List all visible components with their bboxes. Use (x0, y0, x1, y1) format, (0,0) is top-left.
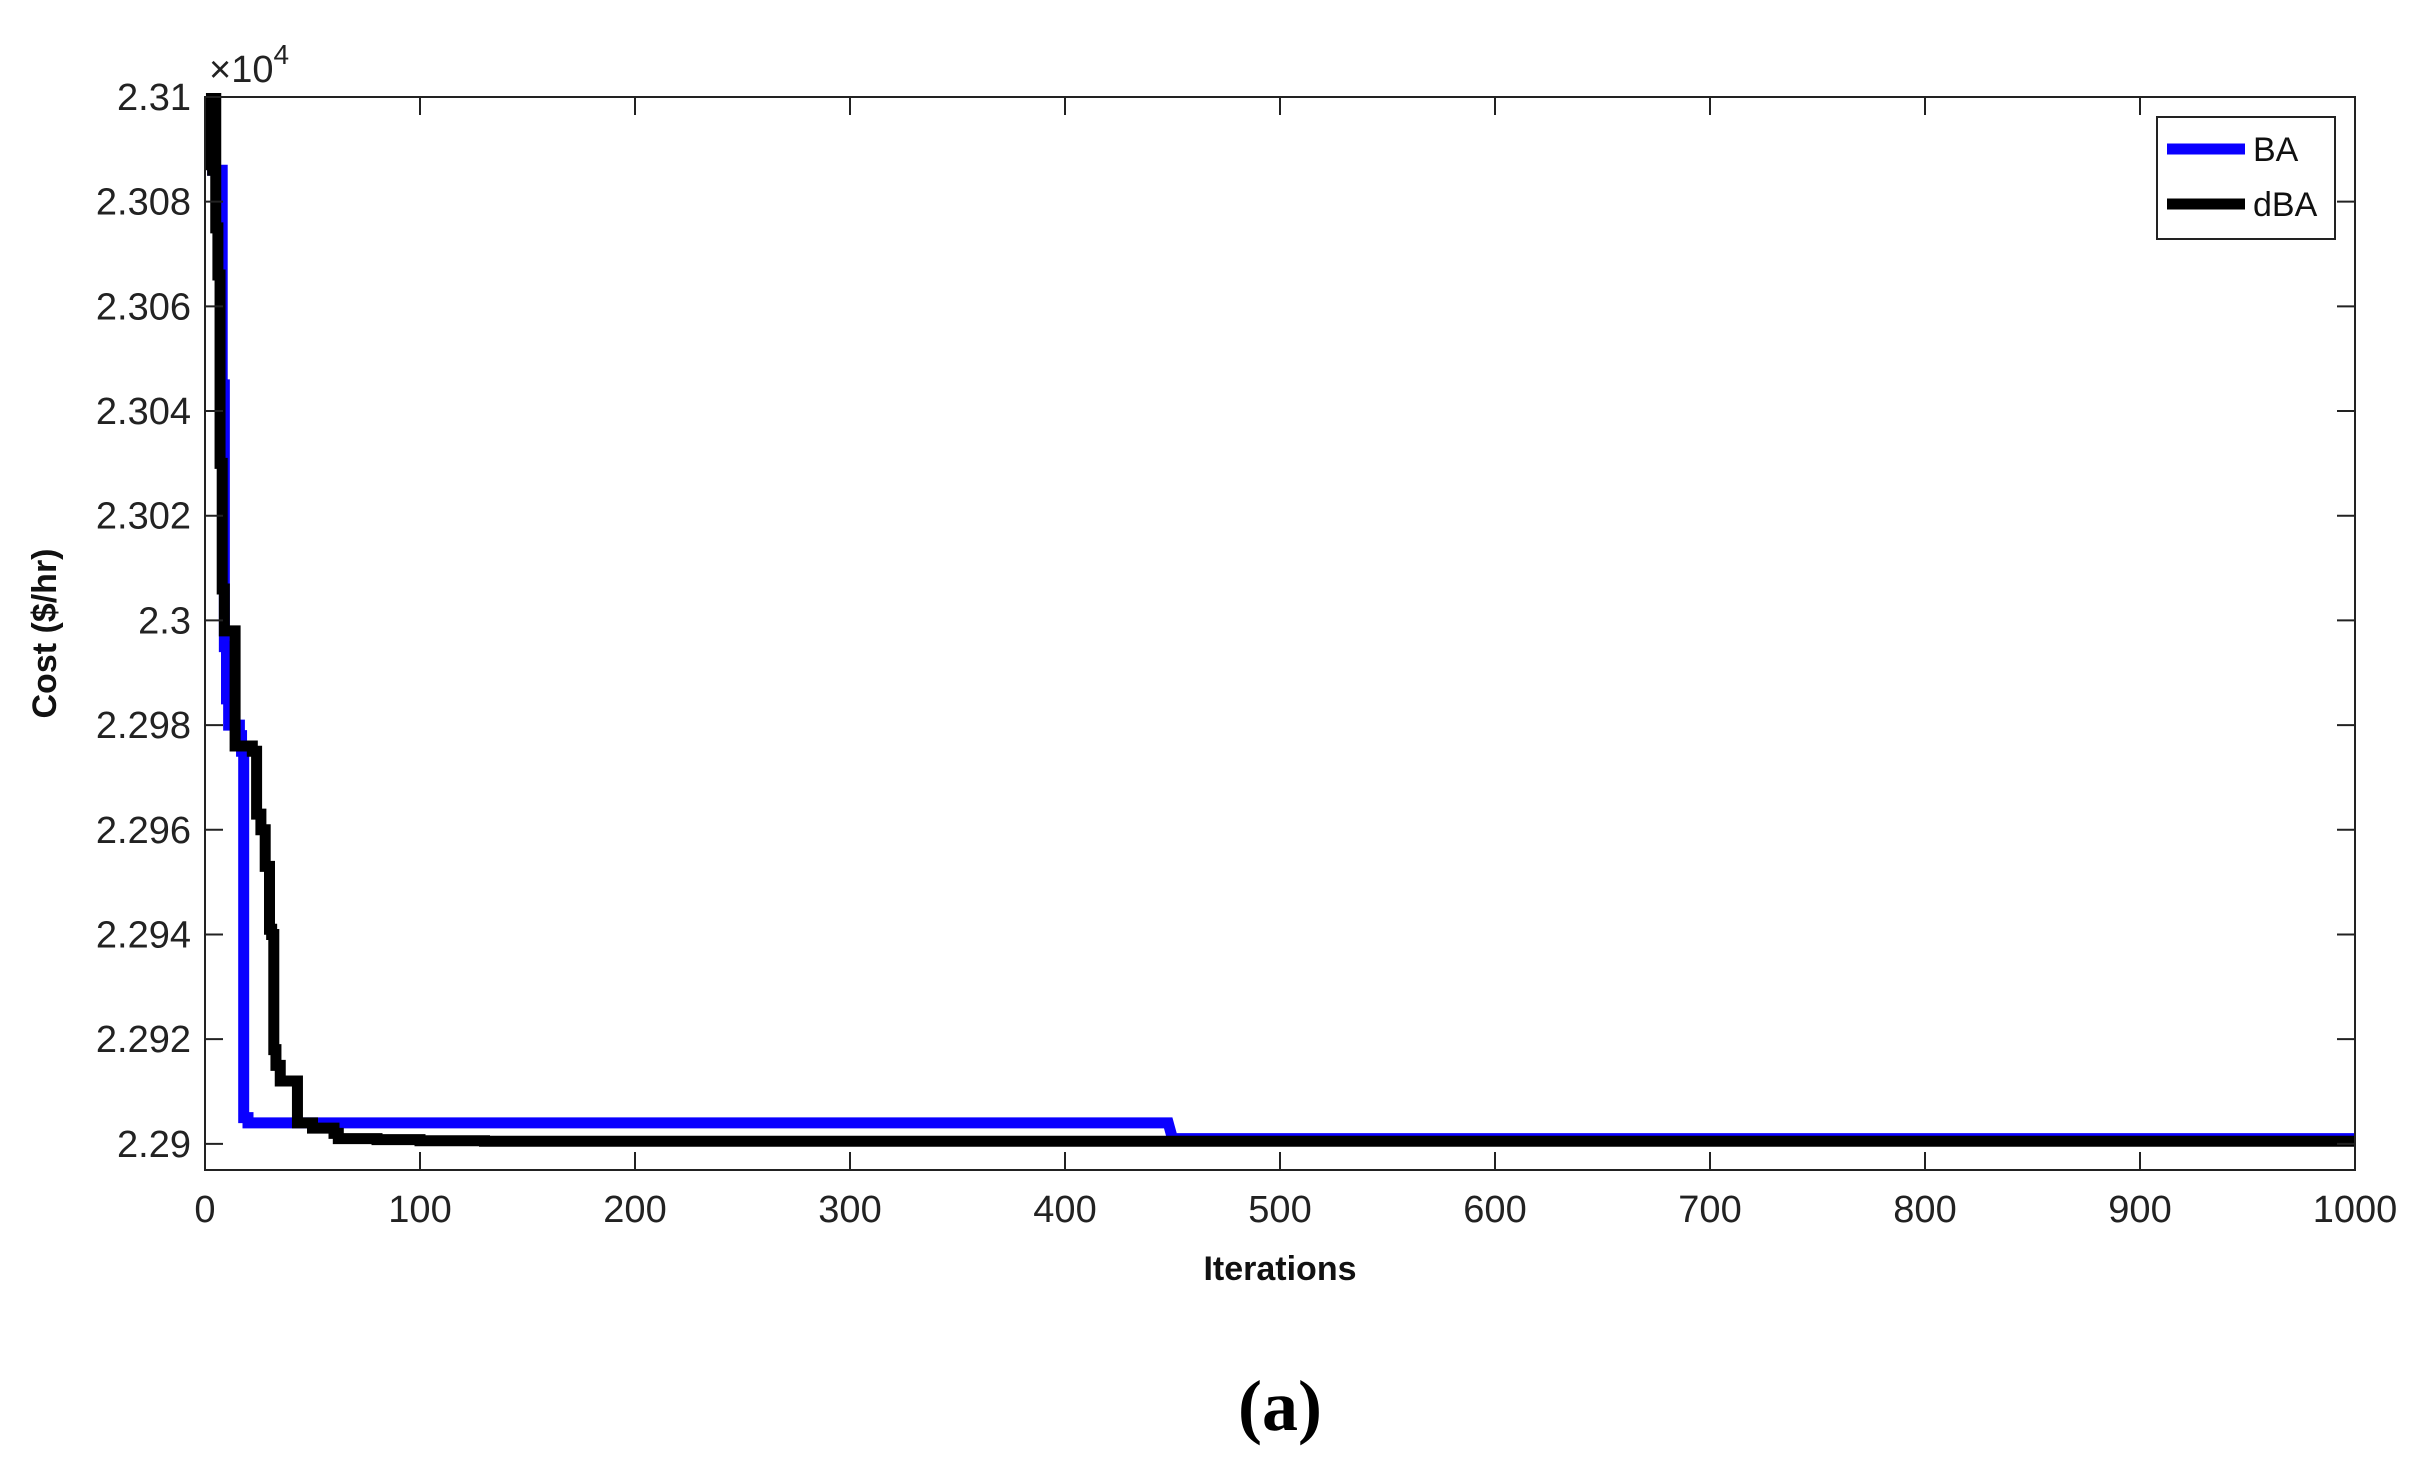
x-tick-label: 300 (818, 1189, 881, 1231)
series-line-dba (205, 93, 2355, 1147)
plot-background (205, 97, 2355, 1170)
x-tick-label: 1000 (2313, 1189, 2398, 1231)
y-tick-label: 2.306 (96, 286, 191, 328)
y-tick-label: 2.298 (96, 705, 191, 747)
y-tick-label: 2.304 (96, 391, 191, 433)
y-tick-label: 2.296 (96, 810, 191, 852)
figure-caption: (a) (1238, 1366, 1322, 1446)
y-tick-label: 2.302 (96, 496, 191, 538)
x-tick-label: 400 (1033, 1189, 1096, 1231)
x-tick-label: 500 (1248, 1189, 1311, 1231)
y-axis-exponent-base: ×10 (209, 49, 273, 91)
legend: BA dBA (2156, 116, 2336, 240)
y-tick-label: 2.292 (96, 1019, 191, 1061)
y-tick-label: 2.308 (96, 182, 191, 224)
y-tick-label: 2.29 (117, 1124, 191, 1166)
x-tick-label: 0 (194, 1189, 215, 1231)
x-tick-label: 900 (2108, 1189, 2171, 1231)
legend-label-dba: dBA (2253, 186, 2318, 224)
series-layer (205, 93, 2355, 1147)
y-tick-label: 2.31 (117, 77, 191, 119)
x-axis-title: Iterations (1203, 1250, 1356, 1288)
y-tick-label: 2.3 (138, 600, 191, 642)
tick-layer: 0 100 200 300 400 500 600 700 800 900 1000 2.29 2.29… (96, 77, 2397, 1231)
x-tick-label: 600 (1463, 1189, 1526, 1231)
y-axis-exponent-power: 4 (273, 39, 289, 70)
x-tick-label: 100 (388, 1189, 451, 1231)
y-axis-exponent: ×104 (209, 39, 289, 91)
plot-area (205, 97, 2355, 1170)
x-tick-label: 700 (1678, 1189, 1741, 1231)
y-axis-title: Cost ($/hr) (26, 549, 64, 719)
y-tick-label: 2.294 (96, 914, 191, 956)
x-tick-label: 800 (1893, 1189, 1956, 1231)
x-tick-label: 200 (603, 1189, 666, 1231)
legend-label-ba: BA (2253, 131, 2299, 169)
legend-box (2156, 116, 2336, 240)
